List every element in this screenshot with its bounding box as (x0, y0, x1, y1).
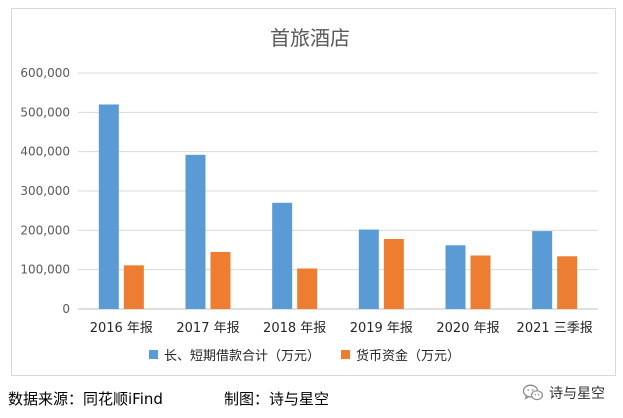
x-tick-label: 2021 三季报 (517, 321, 593, 336)
bar-borrowings-1 (185, 154, 206, 309)
legend-label: 长、短期借款合计（万元） (164, 349, 320, 364)
gridlines (78, 72, 598, 310)
bar-chart: 首旅酒店 0 100,000 200,000 300,000 400,000 500,00… (20, 26, 598, 364)
bar-cash-0 (123, 265, 144, 309)
y-tick-label: 300,000 (20, 184, 70, 198)
credit-note: 制图：诗与星空 (224, 390, 330, 408)
legend-label: 货币资金（万元） (356, 348, 460, 364)
bar-borrowings-3 (358, 229, 379, 309)
y-tick-label: 100,000 (20, 263, 70, 277)
bar-cash-1 (210, 251, 231, 309)
bar-borrowings-0 (98, 104, 119, 309)
x-tick-label: 2017 年报 (176, 321, 239, 336)
x-tick-label: 2019 年报 (350, 321, 413, 336)
watermark-text: 诗与星空 (549, 386, 605, 402)
x-tick-label: 2018 年报 (263, 321, 326, 336)
bar-cash-2 (297, 268, 318, 309)
y-tick-label: 600,000 (20, 66, 70, 80)
legend-swatch (341, 350, 350, 359)
y-tick-label: 200,000 (20, 223, 70, 237)
legend: 长、短期借款合计（万元） 货币资金（万元） (149, 348, 460, 364)
bar-borrowings-2 (272, 202, 293, 309)
y-tick-label: 500,000 (20, 105, 70, 119)
x-axis-labels: 2016 年报 2017 年报 2018 年报 2019 年报 2020 年报 2021 … (90, 321, 593, 336)
bars (98, 104, 578, 309)
bar-cash-5 (557, 256, 578, 309)
source-note: 数据来源：同花顺iFind (8, 390, 163, 408)
x-tick-label: 2020 年报 (436, 321, 499, 336)
y-tick-label: 0 (62, 302, 70, 316)
bar-borrowings-5 (532, 231, 553, 309)
y-axis-ticks: 0 100,000 200,000 300,000 400,000 500,000 600,… (20, 66, 70, 316)
bar-borrowings-4 (445, 245, 466, 309)
wechat-icon (522, 384, 544, 401)
legend-swatch (149, 350, 158, 359)
x-tick-label: 2016 年报 (90, 321, 153, 336)
watermark: 诗与星空 (522, 382, 605, 404)
chart-area: 首旅酒店 0 100,000 200,000 300,000 400,000 500,00… (11, 8, 616, 376)
y-tick-label: 400,000 (20, 145, 70, 159)
bar-cash-4 (470, 255, 491, 309)
chart-title: 首旅酒店 (270, 26, 350, 50)
bar-cash-3 (383, 238, 404, 309)
